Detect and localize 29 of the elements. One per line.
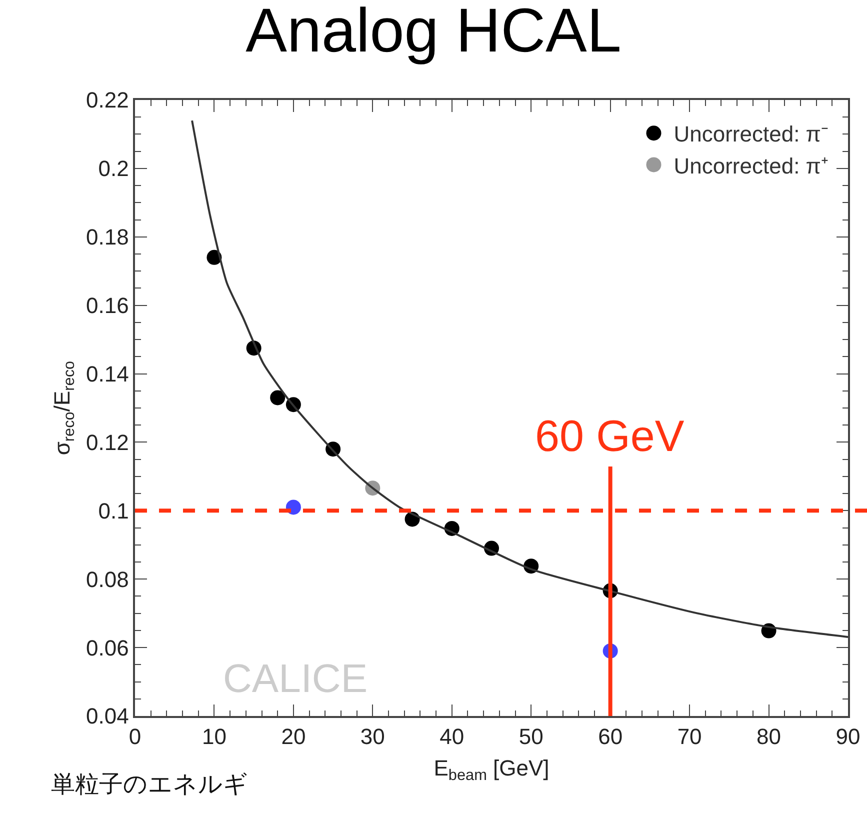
x-axis-title: E$_{beam}$ [GeV] [434, 756, 550, 784]
x-tick-label: 10 [202, 724, 226, 750]
line-series [191, 120, 848, 638]
y-tick-label: 0.22 [86, 88, 129, 113]
x-tick-label: 50 [518, 724, 544, 750]
y-tick-label: 0.06 [86, 635, 129, 660]
point [270, 390, 286, 406]
ref-line-label: 60 GeV [535, 412, 685, 461]
y-tick-label: 0.04 [86, 704, 129, 729]
point [286, 500, 301, 515]
y-tick-label: 0.12 [86, 430, 129, 455]
x-tick-label: 80 [756, 724, 782, 750]
legend-label: Uncorrected: π⁻ [674, 122, 828, 147]
x-tick-label: 0 [128, 724, 142, 750]
y-tick-label: 0.2 [98, 156, 129, 182]
legend-label: Uncorrected: π⁺ [674, 153, 828, 178]
x-tick-label: 30 [360, 724, 385, 750]
x-tick-label: 70 [677, 724, 702, 750]
y-tick-label: 0.08 [86, 566, 129, 592]
y-tick-label: 0.1 [98, 498, 129, 524]
x-tick-label: 90 [836, 724, 860, 750]
y-tick-label: 0.16 [86, 293, 129, 318]
x-tick-label: 20 [281, 724, 306, 750]
y-tick-label: 0.18 [86, 224, 129, 250]
text: 単粒子のエネルギ [51, 770, 248, 798]
chart-title: Analog HCAL [246, 0, 622, 66]
x-tick-label: 40 [440, 724, 464, 750]
y-tick-label: 0.14 [86, 361, 129, 386]
x-tick-label: 60 [598, 724, 623, 750]
